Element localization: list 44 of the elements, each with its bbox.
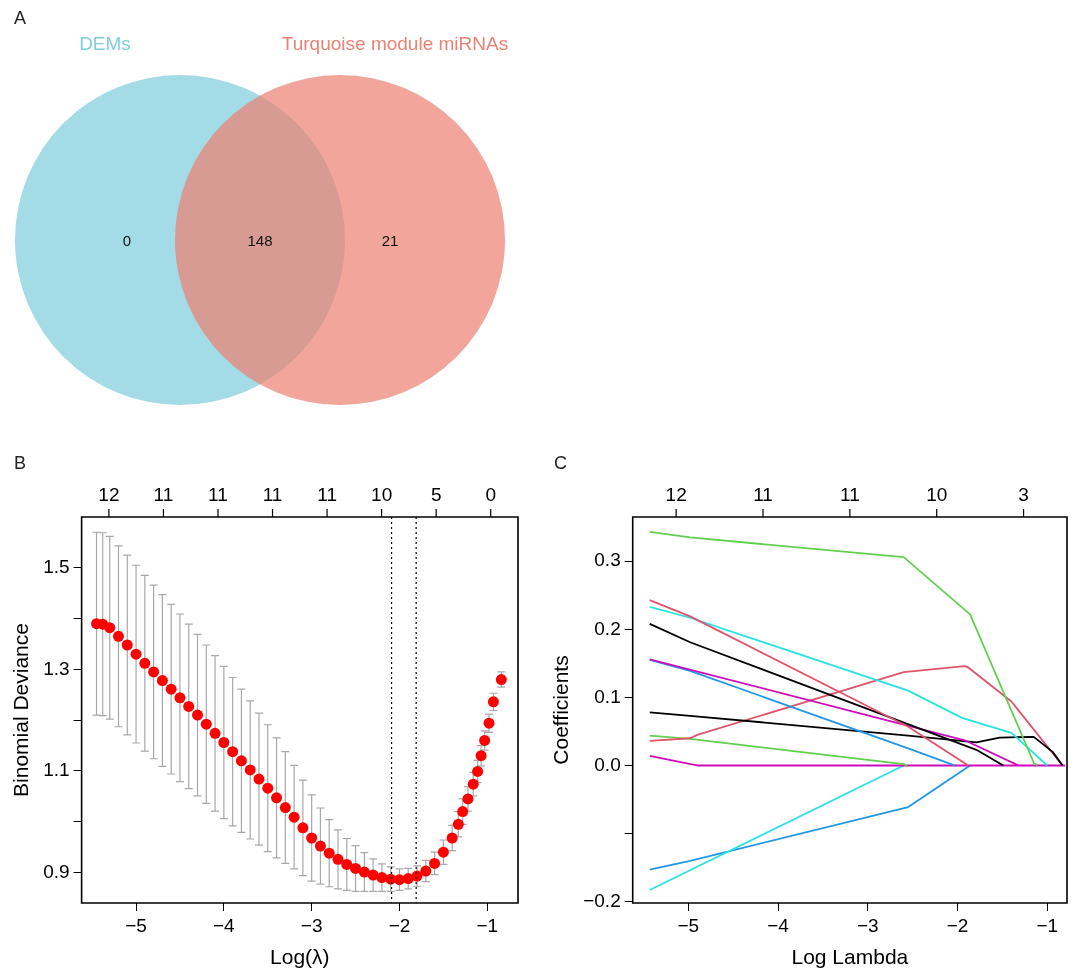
x-tick-label: −1 <box>1036 914 1059 936</box>
text: 11 <box>262 483 283 505</box>
x-tick-label: −4 <box>767 914 790 936</box>
x-tick-label: −3 <box>856 914 879 936</box>
text: 0 <box>485 483 497 505</box>
x-tick-label: −2 <box>946 914 969 936</box>
text: 11 <box>839 483 860 505</box>
text: 10 <box>926 483 948 505</box>
text: 3 <box>1018 483 1029 505</box>
text: 12 <box>665 483 687 505</box>
y-tick-label: −0.2 <box>583 889 621 911</box>
y-axis-title: Coefficients <box>549 655 573 765</box>
x-tick-label: −1 <box>476 914 499 936</box>
text: 11 <box>317 483 337 505</box>
chart-title: B <box>14 453 27 474</box>
legend-label: DEMs <box>79 33 131 54</box>
y-tick-label: 0.3 <box>594 549 621 571</box>
text: 5 <box>430 483 442 505</box>
text: 11 <box>753 483 773 505</box>
x-tick-label: −4 <box>213 914 236 936</box>
y-tick-label: 0.1 <box>594 685 621 707</box>
text: 21 <box>381 232 399 249</box>
x-tick-label: −5 <box>677 914 700 936</box>
y-tick-label: 0.9 <box>43 860 70 882</box>
y-tick-label: 0.0 <box>594 753 621 775</box>
text: 11 <box>153 483 174 505</box>
y-tick-label: 1.3 <box>43 657 70 679</box>
text: 10 <box>371 483 393 505</box>
text: A <box>14 8 27 29</box>
x-tick-label: −5 <box>125 914 147 936</box>
legend-label: Turquoise module miRNAs <box>281 33 509 54</box>
text: 12 <box>98 483 120 505</box>
text: 148 <box>247 232 273 249</box>
x-tick-label: −2 <box>388 914 411 936</box>
x-axis-title: Log(λ) <box>270 945 330 969</box>
x-tick-label: −3 <box>300 914 323 936</box>
chart-title: C <box>554 453 567 474</box>
y-tick-label: 1.1 <box>43 759 70 781</box>
y-tick-label: 0.2 <box>594 617 621 639</box>
text: 11 <box>208 483 228 505</box>
x-axis-title: Log Lambda <box>791 945 909 969</box>
text: 0 <box>122 232 132 249</box>
y-axis-title: Binomial Deviance <box>9 623 33 797</box>
y-tick-label: 1.5 <box>43 556 70 578</box>
